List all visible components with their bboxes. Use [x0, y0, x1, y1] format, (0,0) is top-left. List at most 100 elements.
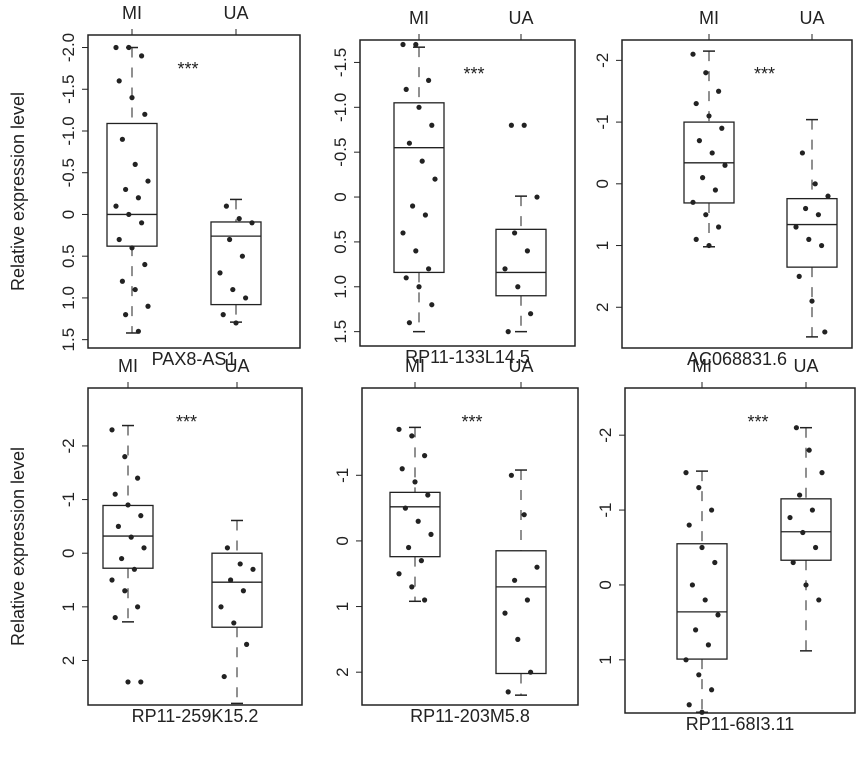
data-point [409, 584, 415, 590]
data-point [508, 122, 514, 128]
box [780, 498, 832, 561]
y-tick-label: 0 [331, 192, 350, 201]
category-label: UA [508, 356, 533, 376]
data-point [123, 186, 129, 193]
data-point [696, 672, 702, 678]
data-point [123, 312, 129, 318]
y-tick-label: 1 [59, 602, 78, 611]
data-point [706, 113, 712, 119]
data-point [125, 679, 131, 685]
data-point [109, 427, 115, 433]
data-point [511, 577, 518, 583]
data-point [135, 604, 141, 610]
box [389, 491, 441, 558]
y-tick-label: -1.5 [331, 48, 350, 77]
data-point [508, 472, 514, 478]
data-point [403, 86, 409, 92]
annotation: *** [176, 412, 197, 432]
data-point [400, 230, 406, 236]
data-point [399, 466, 405, 472]
data-point [699, 709, 705, 715]
data-point [686, 522, 692, 528]
data-point [825, 193, 831, 199]
x-axis-label: RP11-68I3.11 [686, 714, 794, 734]
box [495, 228, 547, 297]
data-point [142, 261, 148, 268]
data-point [686, 702, 692, 708]
data-point [709, 687, 715, 693]
y-tick-label: 1.0 [331, 275, 350, 299]
data-point [413, 248, 419, 254]
y-axis-label: Relative expression level [8, 447, 28, 646]
data-point [502, 610, 508, 616]
data-point [233, 320, 239, 326]
data-point [534, 564, 540, 570]
data-point [528, 669, 534, 675]
y-tick-label: 1 [596, 655, 615, 664]
data-point [132, 286, 138, 293]
data-point [112, 491, 118, 497]
category-label: MI [409, 8, 429, 28]
data-point [139, 53, 145, 59]
data-point [683, 657, 689, 663]
data-point [131, 566, 137, 572]
data-point [230, 286, 236, 293]
data-point [249, 220, 255, 226]
data-point [139, 220, 145, 226]
data-point [709, 507, 715, 513]
data-point [800, 529, 806, 536]
y-tick-label: 2 [333, 667, 352, 676]
y-tick-label: -2 [593, 53, 612, 68]
data-point [416, 284, 422, 290]
y-tick-label: 0 [59, 210, 78, 219]
data-point [712, 187, 719, 193]
y-tick-label: 0 [593, 179, 612, 188]
data-point [705, 642, 712, 648]
data-point [803, 205, 809, 212]
data-point [528, 311, 534, 317]
category-label: MI [122, 3, 142, 23]
data-point [521, 122, 527, 128]
data-point [227, 236, 233, 243]
data-point [402, 505, 408, 511]
annotation: *** [747, 412, 768, 432]
y-tick-label: 0.5 [59, 244, 78, 268]
y-tick-label: -1.5 [59, 75, 78, 104]
data-point [122, 588, 128, 594]
data-point [793, 224, 799, 230]
data-point [425, 492, 431, 498]
y-tick-label: -1 [596, 502, 615, 517]
y-tick-label: -2 [596, 428, 615, 443]
data-point [803, 582, 809, 588]
data-point [418, 558, 424, 564]
data-point [806, 236, 812, 242]
data-point [412, 479, 418, 485]
annotation: *** [177, 59, 198, 79]
y-tick-label: -2.0 [59, 33, 78, 62]
data-point [409, 433, 415, 439]
box [210, 221, 262, 306]
data-point [816, 597, 822, 603]
data-point [505, 329, 511, 335]
data-point [217, 270, 223, 276]
data-point [422, 212, 428, 218]
annotation: *** [463, 64, 484, 84]
x-axis-label: RP11-133L14.5 [405, 347, 530, 367]
y-tick-label: -1 [593, 115, 612, 130]
data-point [693, 236, 699, 242]
data-point [511, 230, 518, 236]
data-point [109, 577, 115, 583]
data-point [703, 212, 709, 218]
data-point [524, 597, 531, 603]
data-point [116, 236, 122, 243]
data-point [787, 514, 793, 521]
panel-frame [624, 387, 856, 714]
data-point [809, 507, 816, 513]
y-tick-label: 1 [333, 602, 352, 611]
data-point [223, 203, 229, 209]
data-point [129, 95, 135, 101]
data-point [689, 582, 696, 588]
data-point [244, 641, 250, 647]
data-point [422, 597, 428, 603]
